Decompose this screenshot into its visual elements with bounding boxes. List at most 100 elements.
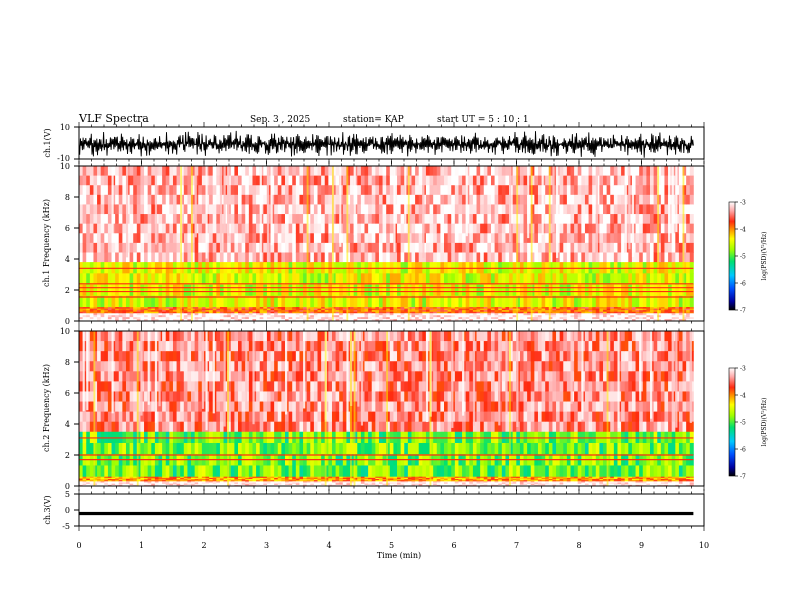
spectrogram-cell xyxy=(664,233,669,244)
spectrogram-cell xyxy=(494,233,499,244)
spectrogram-cell xyxy=(563,295,568,308)
spectrogram-cell xyxy=(494,311,499,314)
spectrogram-cell xyxy=(97,483,102,486)
spectrogram-cell xyxy=(610,166,615,177)
spectrogram-cell xyxy=(248,313,253,316)
spectrogram-cell xyxy=(498,175,503,186)
spectrogram-cell xyxy=(158,315,163,318)
spectrogram-cell xyxy=(97,477,102,480)
spectrogram-cell xyxy=(505,166,510,177)
spectrogram-cell xyxy=(422,317,427,320)
spectrogram-cell xyxy=(545,204,550,215)
spectrogram-cell xyxy=(364,315,369,318)
spectrogram-cell xyxy=(219,351,224,362)
spectrogram-cell xyxy=(483,223,488,234)
spectrogram-cell xyxy=(194,313,199,316)
spectrogram-cell xyxy=(187,421,192,433)
spectrogram-cell xyxy=(397,204,402,215)
spectrogram-cell xyxy=(122,381,127,392)
spectrogram-cell xyxy=(223,242,228,253)
spectrogram-cell xyxy=(248,308,253,311)
spectrogram-cell xyxy=(104,391,109,402)
spectrogram-cell xyxy=(418,175,423,186)
spectrogram-cell xyxy=(451,194,456,205)
spectrogram-cell xyxy=(664,311,669,314)
spectrogram-cell xyxy=(227,401,232,412)
spectrogram-cell xyxy=(617,252,622,263)
spectrogram-cell xyxy=(129,361,134,372)
spectrogram-cell xyxy=(125,421,130,433)
spectrogram-cell xyxy=(158,313,163,316)
spectrogram-cell xyxy=(93,477,98,480)
spectrogram-cell xyxy=(588,185,593,196)
spectrogram-cell xyxy=(321,308,326,311)
spectrogram-cell xyxy=(415,242,420,253)
spectrogram-cell xyxy=(89,381,94,392)
spectrogram-cell xyxy=(165,317,170,320)
spectrogram-cell xyxy=(668,313,673,316)
spectrogram-cell xyxy=(346,317,351,320)
spectrogram-cell xyxy=(176,311,181,314)
spectrogram-cell xyxy=(462,307,467,309)
spectrogram-cell xyxy=(165,371,170,382)
spectrogram-cell xyxy=(324,315,329,318)
spectrogram-cell xyxy=(288,315,293,318)
spectrogram-cell xyxy=(689,175,694,186)
spectrogram-cell xyxy=(415,185,420,196)
spectrogram-cell xyxy=(490,317,495,320)
spectrogram-cell xyxy=(201,175,206,186)
ytick-label: 4 xyxy=(65,255,70,264)
spectrogram-cell xyxy=(418,310,423,313)
spectrogram-cell xyxy=(425,223,430,234)
spectrogram-cell xyxy=(360,166,365,177)
spectrogram-cell xyxy=(212,310,217,313)
spectrogram-cell xyxy=(245,185,250,196)
spectrogram-cell xyxy=(144,313,149,316)
spectrogram-cell xyxy=(389,185,394,196)
spectrogram-cell xyxy=(122,476,127,479)
spectrogram-cell xyxy=(570,308,575,311)
spectrogram-cell xyxy=(559,319,564,322)
spectrogram-cell xyxy=(93,319,98,322)
spectrogram-cell xyxy=(201,273,206,285)
spectrogram-cell xyxy=(418,311,423,314)
spectrogram-cell xyxy=(169,311,174,314)
spectrogram-cell xyxy=(223,233,228,244)
spectrogram-cell xyxy=(498,185,503,196)
spectrogram-cell xyxy=(483,166,488,177)
spectrogram-cell xyxy=(252,317,257,320)
spectrogram-cell xyxy=(537,204,542,215)
spectrogram-cell xyxy=(613,223,618,234)
spectrogram-cell xyxy=(140,166,145,177)
spectrogram-cell xyxy=(509,295,514,308)
spectrogram-cell xyxy=(107,166,112,177)
spectrogram-cell xyxy=(610,175,615,186)
spectrogram-cell xyxy=(548,223,553,234)
spectrogram-cell xyxy=(306,242,311,253)
spectrogram-cell xyxy=(429,310,434,313)
spectrogram-cell xyxy=(386,223,391,234)
spectrogram-cell xyxy=(241,166,246,177)
spectrogram-cell xyxy=(436,185,441,196)
spectrogram-cell xyxy=(530,313,535,316)
spectrogram-cell xyxy=(498,307,503,309)
spectrogram-cell xyxy=(136,331,141,342)
spectrogram-cell xyxy=(97,185,102,196)
spectrogram-cell xyxy=(93,194,98,205)
spectrogram-cell xyxy=(183,204,188,215)
spectrogram-cell xyxy=(115,223,120,234)
spectrogram-cell xyxy=(682,214,687,225)
spectrogram-cell xyxy=(216,361,221,372)
spectrogram-cell xyxy=(407,295,412,308)
spectrogram-cell xyxy=(176,194,181,205)
spectrogram-cell xyxy=(205,308,210,311)
spectrogram-cell xyxy=(100,477,105,480)
spectrogram-cell xyxy=(541,315,546,318)
spectrogram-cell xyxy=(469,307,474,309)
spectrogram-cell xyxy=(122,483,127,486)
spectrogram-cell xyxy=(230,273,235,285)
spectrogram-cell xyxy=(541,319,546,322)
spectrogram-cell xyxy=(382,313,387,316)
spectrogram-cell xyxy=(592,295,597,308)
spectrogram-cell xyxy=(339,284,344,297)
